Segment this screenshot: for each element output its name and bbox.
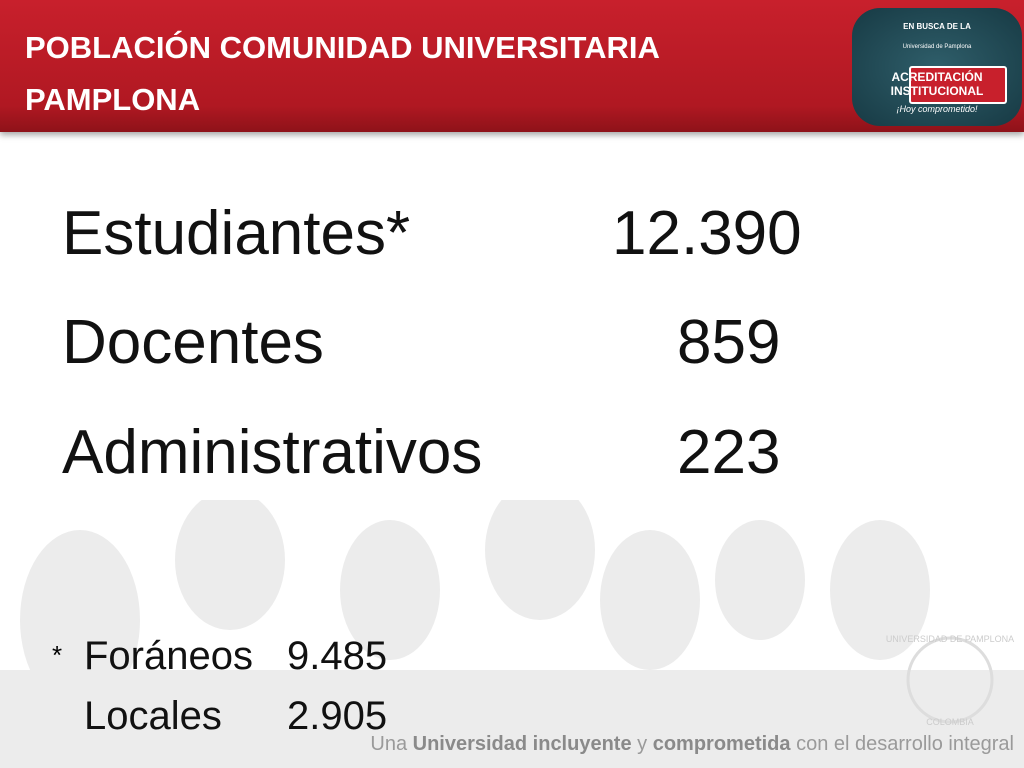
logo-university: Universidad de Pamplona xyxy=(902,44,972,50)
tagline-part: Universidad incluyente xyxy=(412,733,632,755)
tagline: Una Universidad incluyente y comprometid… xyxy=(370,733,1014,756)
row: Administrativos 223 xyxy=(62,418,780,488)
logo-motto: ¡Hoy comprometido! xyxy=(896,104,978,114)
tagline-part: Una xyxy=(370,733,413,755)
row-value: 223 xyxy=(677,418,781,487)
row-label: Estudiantes* xyxy=(62,199,411,268)
title: POBLACIÓN COMUNIDAD UNIVERSITARIA PAMPLO… xyxy=(25,30,659,117)
footnote-label: Foráneos xyxy=(84,634,253,678)
footnote-label: Locales xyxy=(84,694,222,738)
footnote-marker: * xyxy=(52,640,63,670)
footnote-value: 9.485 xyxy=(287,634,388,678)
logo-arc: EN BUSCA DE LA xyxy=(903,22,971,31)
footnote-row: Foráneos 9.485 xyxy=(84,632,387,680)
row-label: Docentes xyxy=(62,308,324,377)
footnote-row: Locales 2.905 xyxy=(84,692,387,740)
header: POBLACIÓN COMUNIDAD UNIVERSITARIA PAMPLO… xyxy=(0,0,1024,132)
tagline-part: y xyxy=(631,733,653,755)
row-label: Administrativos xyxy=(62,418,483,487)
logo: EN BUSCA DE LA Universidad de Pamplona A… xyxy=(852,8,1022,126)
row: Docentes 859 xyxy=(62,308,780,378)
tagline-part: con el desarrollo integral xyxy=(790,733,1014,755)
row: Estudiantes* 12.390 xyxy=(62,199,802,269)
row-value: 859 xyxy=(677,308,781,377)
background-photo: UNIVERSIDAD DE PAMPLONA COLOMBIA xyxy=(0,500,1024,768)
row-value: 12.390 xyxy=(612,199,802,268)
tagline-part: comprometida xyxy=(652,733,791,755)
logo-line2: INSTITUCIONAL xyxy=(890,84,984,98)
logo-line1: ACREDITACIÓN xyxy=(891,70,983,84)
seal-top: UNIVERSIDAD DE PAMPLONA xyxy=(886,634,1014,644)
footnote-value: 2.905 xyxy=(287,694,388,738)
logo-badge xyxy=(909,66,1007,104)
seal-bottom: COLOMBIA xyxy=(926,717,974,727)
